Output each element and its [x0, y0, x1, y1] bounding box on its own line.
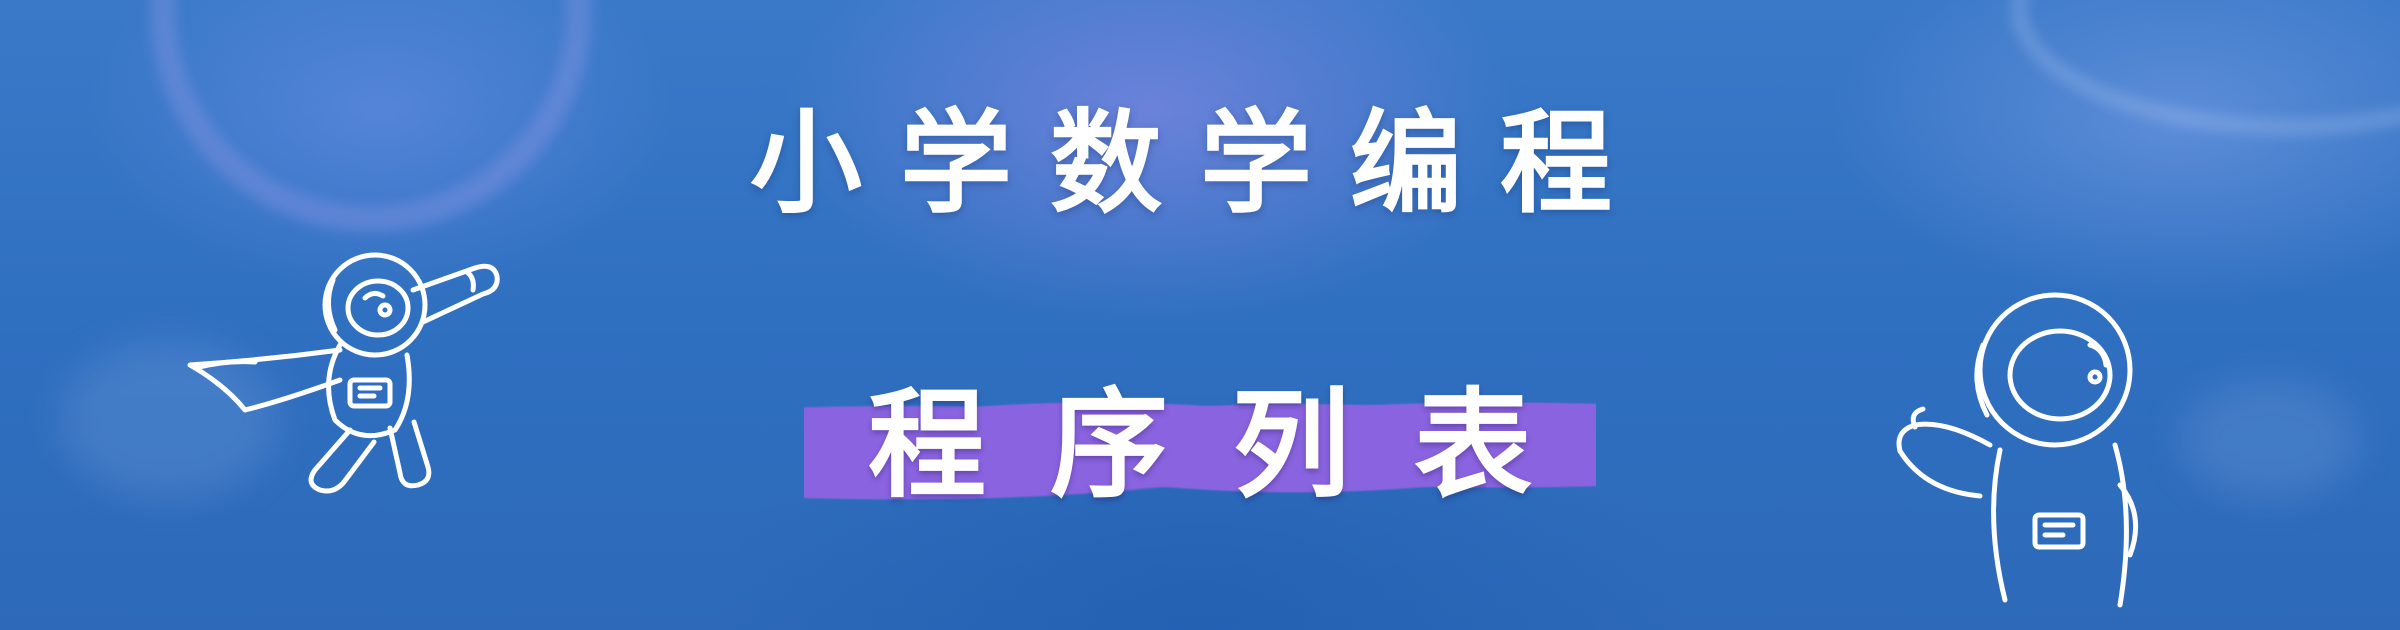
- decorative-haze: [60, 340, 280, 500]
- waving-astronaut-icon: [1896, 292, 2139, 608]
- decorative-haze: [2180, 380, 2360, 500]
- flying-astronaut-icon: [187, 252, 500, 494]
- banner-title: 小学数学编程: [750, 99, 1650, 229]
- banner-subtitle: 程序列表: [804, 368, 1596, 522]
